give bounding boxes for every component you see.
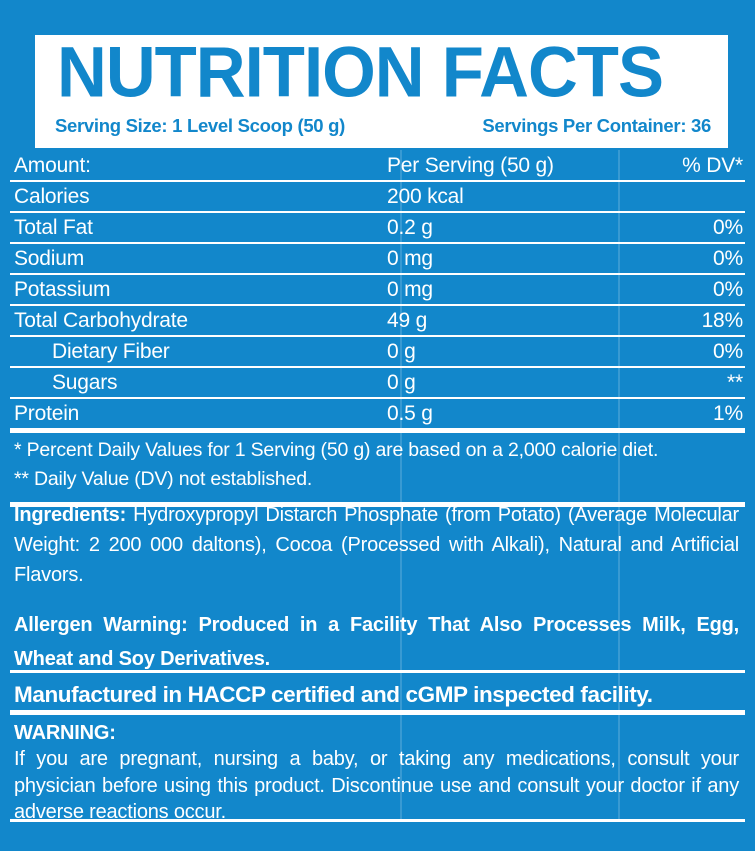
- row-label: Calories: [14, 184, 90, 208]
- page-title: NUTRITION FACTS: [57, 32, 664, 113]
- row-dv: 18%: [701, 308, 744, 332]
- vertical-guide-line: [400, 150, 402, 822]
- footnote-dv-not-established: ** Daily Value (DV) not established.: [14, 468, 313, 490]
- manufactured-statement: Manufactured in HACCP certified and cGMP…: [14, 682, 653, 707]
- row-value: 200 kcal: [387, 184, 464, 208]
- row-label: Total Fat: [14, 215, 93, 239]
- allergen-warning-paragraph: Allergen Warning: Produced in a Facility…: [10, 608, 745, 676]
- row-label: Potassium: [14, 277, 111, 301]
- row-value: 49 g: [387, 308, 428, 332]
- row-label: Sugars: [52, 370, 118, 394]
- table-row-sugars: Sugars 0 g **: [10, 368, 745, 399]
- servings-per-container-text: Servings Per Container: 36: [482, 115, 711, 136]
- row-dv: 1%: [713, 401, 743, 425]
- row-label: Total Carbohydrate: [14, 308, 188, 332]
- ingredients-label: Ingredients:: [14, 504, 127, 526]
- table-row-calories: Calories 200 kcal: [10, 182, 745, 213]
- row-value: 0.5 g: [387, 401, 433, 425]
- row-dv: 0%: [713, 246, 743, 270]
- warning-heading: WARNING:: [14, 722, 116, 744]
- table-header-row: Amount: Per Serving (50 g) % DV*: [10, 151, 745, 182]
- allergen-warning-label: Allergen Warning:: [14, 614, 188, 636]
- row-label: Dietary Fiber: [52, 339, 170, 363]
- table-row-dietary-fiber: Dietary Fiber 0 g 0%: [10, 337, 745, 368]
- column-header-amount: Amount:: [14, 153, 91, 177]
- divider-line-thick: [10, 710, 745, 715]
- row-dv: 0%: [713, 215, 743, 239]
- row-value: 0 g: [387, 339, 416, 363]
- row-value: 0 mg: [387, 246, 433, 270]
- row-label: Protein: [14, 401, 80, 425]
- footnote-percent-dv: * Percent Daily Values for 1 Serving (50…: [14, 439, 659, 461]
- row-value: 0 g: [387, 370, 416, 394]
- nutrition-table: Amount: Per Serving (50 g) % DV* Calorie…: [10, 151, 745, 433]
- serving-info-row: Serving Size: 1 Level Scoop (50 g) Servi…: [55, 115, 711, 137]
- row-value: 0.2 g: [387, 215, 433, 239]
- vertical-guide-line: [618, 150, 620, 822]
- serving-size-text: Serving Size: 1 Level Scoop (50 g): [55, 115, 346, 136]
- warning-text: If you are pregnant, nursing a baby, or …: [14, 748, 739, 823]
- column-header-dv: % DV*: [682, 153, 743, 177]
- table-row-total-carbohydrate: Total Carbohydrate 49 g 18%: [10, 306, 745, 337]
- allergen-warning-text: Produced in a Facility That Also Process…: [14, 614, 740, 670]
- table-row-sodium: Sodium 0 mg 0%: [10, 244, 745, 275]
- ingredients-paragraph: Ingredients: Hydroxypropyl Distarch Phos…: [10, 500, 745, 590]
- row-value: 0 mg: [387, 277, 433, 301]
- table-row-potassium: Potassium 0 mg 0%: [10, 275, 745, 306]
- divider-line: [10, 819, 745, 822]
- table-row-total-fat: Total Fat 0.2 g 0%: [10, 213, 745, 244]
- row-label: Sodium: [14, 246, 85, 270]
- header-card: NUTRITION FACTS Serving Size: 1 Level Sc…: [35, 32, 728, 148]
- divider-line: [10, 670, 745, 673]
- row-dv: 0%: [713, 277, 743, 301]
- column-header-per-serving: Per Serving (50 g): [387, 153, 554, 177]
- ingredients-text: Hydroxypropyl Distarch Phosphate (from P…: [14, 504, 739, 586]
- row-dv: **: [727, 370, 743, 394]
- footnotes: * Percent Daily Values for 1 Serving (50…: [10, 436, 745, 507]
- row-dv: 0%: [713, 339, 743, 363]
- table-row-protein: Protein 0.5 g 1%: [10, 399, 745, 433]
